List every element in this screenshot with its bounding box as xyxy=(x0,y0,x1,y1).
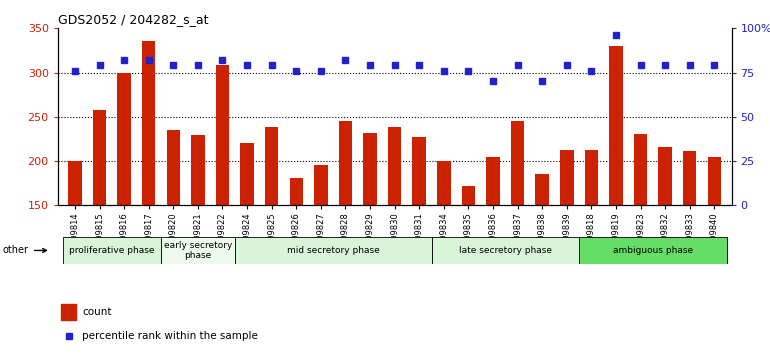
Bar xyxy=(235,237,431,264)
Text: GDS2052 / 204282_s_at: GDS2052 / 204282_s_at xyxy=(58,13,208,26)
Bar xyxy=(535,174,549,205)
Bar xyxy=(339,121,352,205)
Text: proliferative phase: proliferative phase xyxy=(69,246,155,255)
Bar xyxy=(166,130,180,205)
Bar xyxy=(609,46,623,205)
Bar xyxy=(191,135,205,205)
Bar xyxy=(93,110,106,205)
Bar xyxy=(363,133,377,205)
Bar xyxy=(462,186,475,205)
Bar xyxy=(683,152,696,205)
Bar xyxy=(584,150,598,205)
Bar xyxy=(117,73,131,205)
Bar xyxy=(388,127,401,205)
Text: ambiguous phase: ambiguous phase xyxy=(613,246,693,255)
Bar xyxy=(486,156,500,205)
Bar xyxy=(290,178,303,205)
Bar xyxy=(413,137,426,205)
Text: other: other xyxy=(3,245,46,256)
Bar xyxy=(658,147,672,205)
Bar xyxy=(437,161,450,205)
Bar xyxy=(240,143,254,205)
Bar xyxy=(61,304,76,320)
Bar xyxy=(579,237,727,264)
Bar xyxy=(634,133,648,205)
Bar xyxy=(560,150,574,205)
Text: late secretory phase: late secretory phase xyxy=(459,246,552,255)
Bar xyxy=(161,237,235,264)
Bar xyxy=(142,41,156,205)
Bar xyxy=(69,161,82,205)
Text: mid secretory phase: mid secretory phase xyxy=(286,246,380,255)
Bar xyxy=(431,237,579,264)
Text: percentile rank within the sample: percentile rank within the sample xyxy=(82,331,258,341)
Bar xyxy=(708,156,721,205)
Text: count: count xyxy=(82,307,112,317)
Bar xyxy=(314,165,327,205)
Bar xyxy=(216,65,229,205)
Bar xyxy=(511,121,524,205)
Bar xyxy=(265,127,279,205)
Bar xyxy=(62,237,161,264)
Text: early secretory
phase: early secretory phase xyxy=(164,241,232,260)
